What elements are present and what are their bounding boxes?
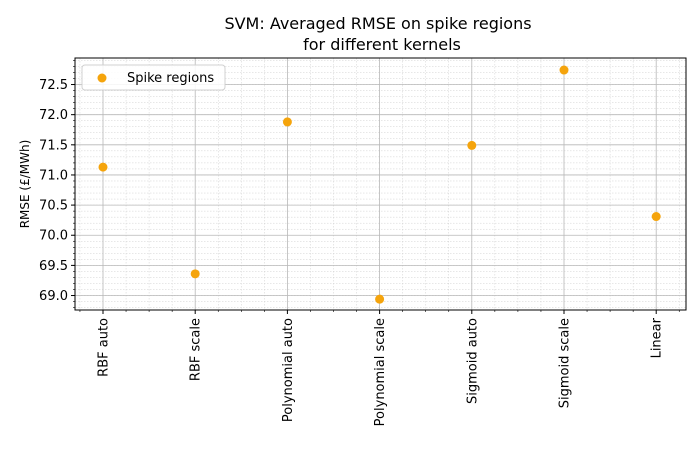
x-tick-label: Sigmoid scale	[558, 318, 573, 408]
plot-frame	[74, 57, 687, 311]
data-point	[282, 117, 292, 127]
y-tick-label: 71.0	[39, 168, 68, 183]
x-tick-label: Polynomial scale	[373, 318, 388, 426]
legend-marker	[97, 73, 107, 83]
x-tick-label: RBF scale	[189, 318, 204, 381]
data-point	[467, 140, 477, 150]
x-tick-label: Linear	[650, 317, 665, 358]
legend: Spike regions	[81, 64, 226, 91]
y-tick-label: 71.5	[39, 138, 68, 153]
data-points	[98, 65, 661, 304]
legend-label: Spike regions	[127, 71, 214, 86]
y-tick-label: 69.5	[39, 259, 68, 274]
x-tick-label: Sigmoid auto	[465, 318, 480, 404]
data-point	[651, 212, 661, 222]
x-tick-label: RBF auto	[97, 318, 112, 377]
y-tick-label: 69.0	[39, 289, 68, 304]
y-tick-label: 70.0	[39, 229, 68, 244]
chart-title-line-2: for different kernels	[303, 35, 461, 54]
x-tick-label: Polynomial auto	[281, 318, 296, 422]
data-point	[98, 162, 108, 172]
y-tick-label: 70.5	[39, 199, 68, 214]
chart-title-line-1: SVM: Averaged RMSE on spike regions	[224, 14, 531, 33]
legend-box	[81, 64, 226, 91]
y-axis-label: RMSE (£/MWh)	[18, 140, 32, 229]
data-point	[190, 269, 200, 279]
y-tick-label: 72.5	[39, 78, 68, 93]
data-point	[375, 294, 385, 304]
data-point	[559, 65, 569, 75]
axis-ticks: 69.0 69.5 70.0 70.5 71.0 71.5 72.0 72.5 RBF auto…	[39, 60, 680, 426]
y-tick-label: 72.0	[39, 108, 68, 123]
grid	[75, 58, 686, 310]
